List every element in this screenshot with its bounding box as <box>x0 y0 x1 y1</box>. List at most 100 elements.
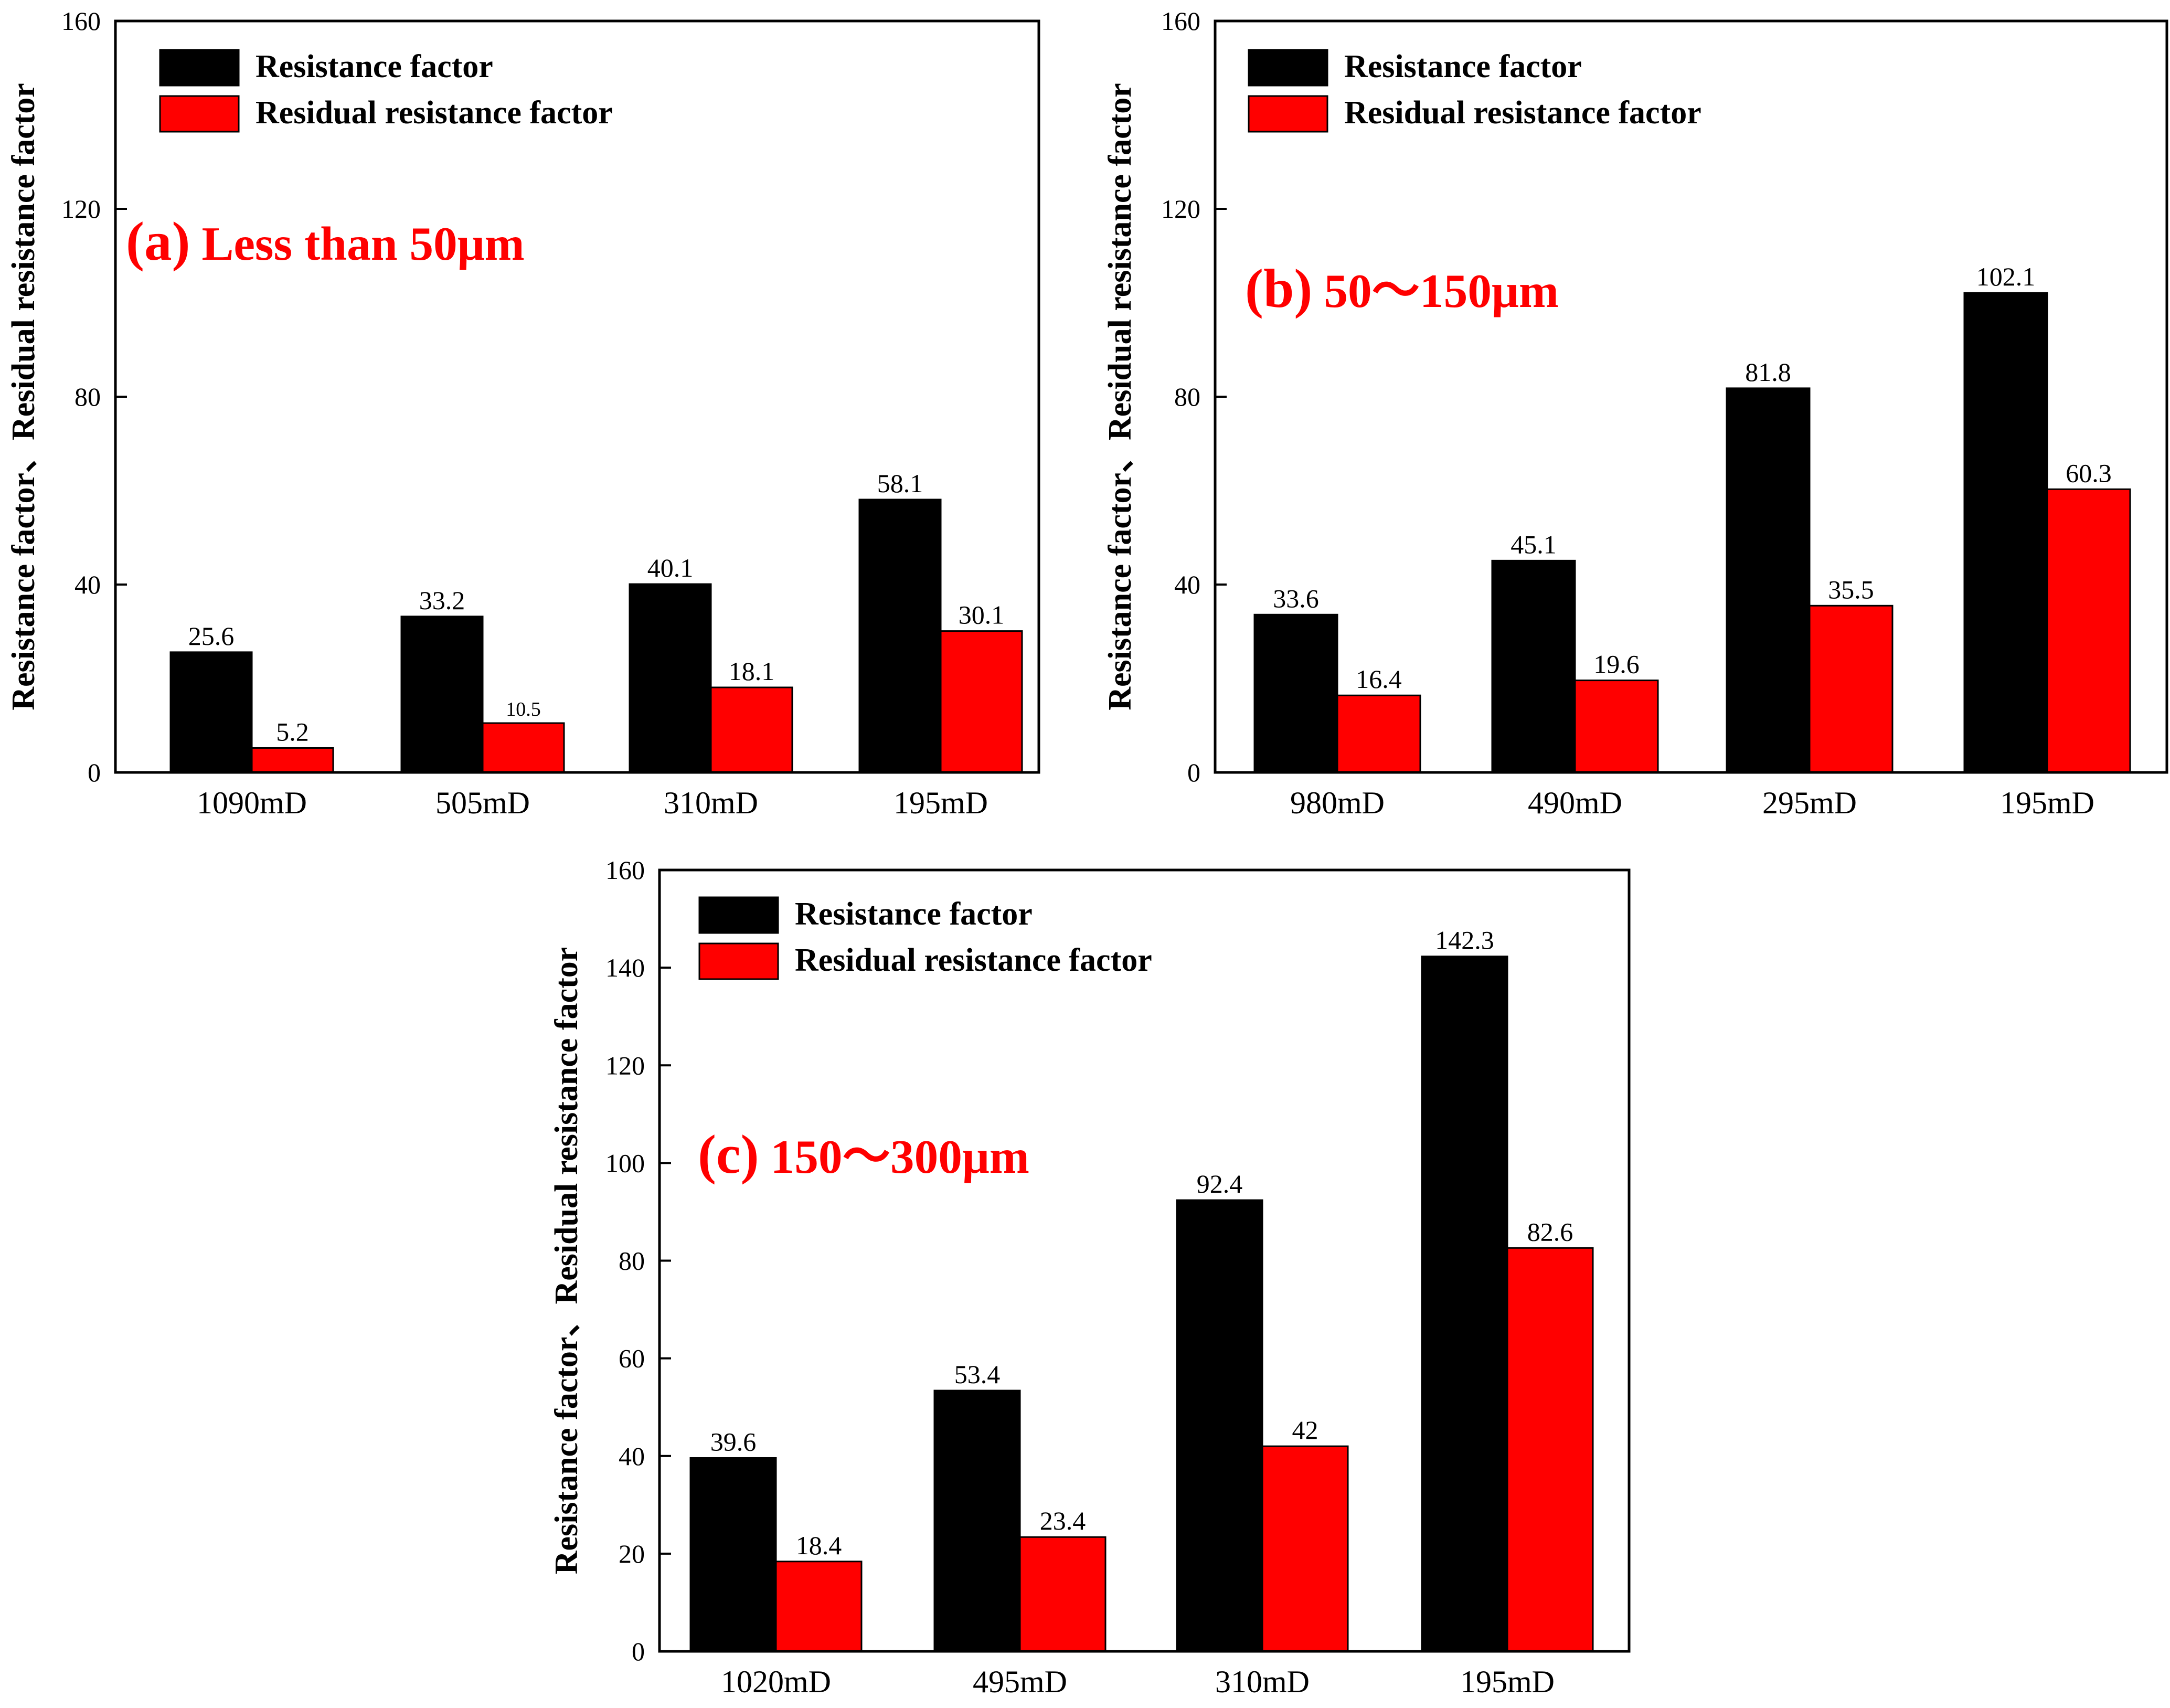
bar-residual-2 <box>710 686 793 773</box>
data-label-residual-2: 35.5 <box>1828 575 1874 604</box>
panel-title: 150～300μm <box>771 1130 1029 1183</box>
bar-residual-2 <box>1809 604 1894 773</box>
y-tick-label-0: 0 <box>632 1637 645 1666</box>
chart-panel-a: 25.6 5.2 1090mD 33.2 10.5 505mD 40.1 18.1 310mD 5… <box>6 6 1040 820</box>
bar-resistance-1 <box>400 616 484 773</box>
data-label-resistance-0: 39.6 <box>710 1427 757 1456</box>
data-label-resistance-3: 102.1 <box>1976 262 2036 291</box>
legend-swatch-residual <box>159 95 240 133</box>
bar-residual-1 <box>1019 1536 1107 1652</box>
legend-swatch-residual <box>1248 95 1328 133</box>
legend-label-residual: Residual resistance factor <box>1344 95 1701 131</box>
x-tick-label-0: 980mD <box>1290 786 1385 820</box>
panel-annotation: (b) 50～150μm <box>1245 258 1559 319</box>
bar-resistance-0 <box>169 651 253 773</box>
bar-resistance-0 <box>1253 613 1338 773</box>
data-label-residual-3: 30.1 <box>959 600 1005 630</box>
bar-residual-0 <box>251 747 334 773</box>
bar-residual-3 <box>2046 488 2131 773</box>
data-label-resistance-3: 58.1 <box>877 469 923 498</box>
panel-annotation: (a) Less than 50μm <box>126 210 525 272</box>
legend-swatch-resistance <box>698 896 779 934</box>
y-axis-label: Resistance factor、Residual resistance fa… <box>549 947 584 1575</box>
data-label-residual-2: 18.1 <box>729 656 775 686</box>
data-label-resistance-0: 33.6 <box>1273 584 1319 613</box>
data-label-residual-3: 82.6 <box>1527 1217 1573 1246</box>
y-tick-label-1: 40 <box>75 570 101 599</box>
x-tick-label-3: 195mD <box>2000 786 2094 820</box>
x-tick-label-0: 1020mD <box>721 1664 831 1699</box>
panel-title: 50～150μm <box>1324 264 1559 317</box>
y-tick-label-3: 120 <box>1161 194 1200 224</box>
legend-label-resistance: Resistance factor <box>256 49 493 84</box>
x-tick-label-3: 195mD <box>1460 1664 1555 1699</box>
y-tick-label-8: 160 <box>605 855 645 885</box>
data-label-residual-0: 16.4 <box>1356 664 1402 694</box>
data-label-residual-1: 10.5 <box>506 698 541 720</box>
x-tick-label-2: 310mD <box>1215 1664 1310 1699</box>
bar-residual-3 <box>1506 1247 1594 1652</box>
data-label-resistance-2: 92.4 <box>1197 1169 1243 1198</box>
chart-panel-c: 39.6 18.4 1020mD 53.4 23.4 495mD 92.4 42 310mD 14… <box>549 855 1631 1699</box>
data-label-residual-3: 60.3 <box>2066 458 2112 487</box>
y-tick-label-2: 40 <box>619 1441 645 1471</box>
data-label-resistance-2: 40.1 <box>647 553 694 582</box>
y-tick-label-7: 140 <box>605 953 645 982</box>
bar-resistance-0 <box>689 1457 777 1652</box>
chart-panel-b: 33.6 16.4 980mD 45.1 19.6 490mD 81.8 35.5 295mD 1… <box>1102 6 2168 820</box>
data-label-residual-0: 5.2 <box>276 717 309 746</box>
y-tick-label-3: 120 <box>61 194 101 224</box>
y-axis-label: Resistance factor、Residual resistance fa… <box>1102 83 1138 710</box>
bar-residual-2 <box>1261 1445 1349 1652</box>
y-tick-label-2: 80 <box>75 382 101 411</box>
data-label-residual-0: 18.4 <box>796 1531 842 1560</box>
bar-resistance-2 <box>629 583 712 773</box>
bar-resistance-2 <box>1176 1199 1263 1652</box>
y-tick-label-2: 80 <box>1174 382 1200 411</box>
x-tick-label-0: 1090mD <box>197 786 307 820</box>
y-tick-label-1: 20 <box>619 1539 645 1568</box>
y-tick-label-4: 80 <box>619 1246 645 1276</box>
data-label-resistance-1: 45.1 <box>1511 529 1557 559</box>
x-tick-label-1: 505mD <box>435 786 530 820</box>
legend-label-residual: Residual resistance factor <box>795 942 1152 978</box>
panel-tag: (c) <box>698 1123 759 1185</box>
data-label-resistance-3: 142.3 <box>1435 926 1494 955</box>
bar-resistance-1 <box>1491 559 1576 773</box>
bar-residual-1 <box>482 722 565 773</box>
legend-swatch-residual <box>698 942 779 980</box>
y-tick-label-1: 40 <box>1174 570 1200 599</box>
x-tick-label-1: 495mD <box>973 1664 1067 1699</box>
y-tick-label-5: 100 <box>605 1148 645 1177</box>
bar-resistance-3 <box>858 498 942 773</box>
legend-swatch-resistance <box>159 49 240 87</box>
data-label-residual-1: 19.6 <box>1593 650 1640 679</box>
data-label-residual-2: 42 <box>1292 1415 1318 1445</box>
legend-label-resistance: Resistance factor <box>795 896 1033 932</box>
bar-resistance-3 <box>1421 956 1508 1652</box>
y-tick-label-6: 120 <box>605 1051 645 1080</box>
bar-residual-0 <box>1336 694 1421 773</box>
panel-annotation: (c) 150～300μm <box>698 1123 1029 1185</box>
panel-tag: (b) <box>1245 258 1312 319</box>
data-label-resistance-2: 81.8 <box>1745 357 1791 387</box>
legend-label-resistance: Resistance factor <box>1344 49 1582 84</box>
bar-residual-3 <box>940 630 1023 773</box>
panel-title: Less than 50μm <box>201 217 524 270</box>
x-tick-label-1: 490mD <box>1528 786 1622 820</box>
y-axis-label: Resistance factor、Residual resistance fa… <box>6 83 41 710</box>
bar-residual-1 <box>1574 680 1659 773</box>
y-tick-label-4: 160 <box>1161 6 1200 36</box>
bar-resistance-3 <box>1963 292 2048 773</box>
data-label-resistance-1: 33.2 <box>419 586 465 615</box>
x-tick-label-2: 310mD <box>664 786 758 820</box>
bar-residual-0 <box>775 1561 863 1652</box>
data-label-resistance-0: 25.6 <box>188 621 235 651</box>
bar-resistance-2 <box>1726 387 1811 773</box>
data-label-resistance-1: 53.4 <box>954 1360 1001 1389</box>
y-tick-label-0: 0 <box>1187 758 1200 787</box>
y-tick-label-3: 60 <box>619 1344 645 1373</box>
bar-resistance-1 <box>933 1389 1021 1652</box>
x-tick-label-3: 195mD <box>893 786 988 820</box>
